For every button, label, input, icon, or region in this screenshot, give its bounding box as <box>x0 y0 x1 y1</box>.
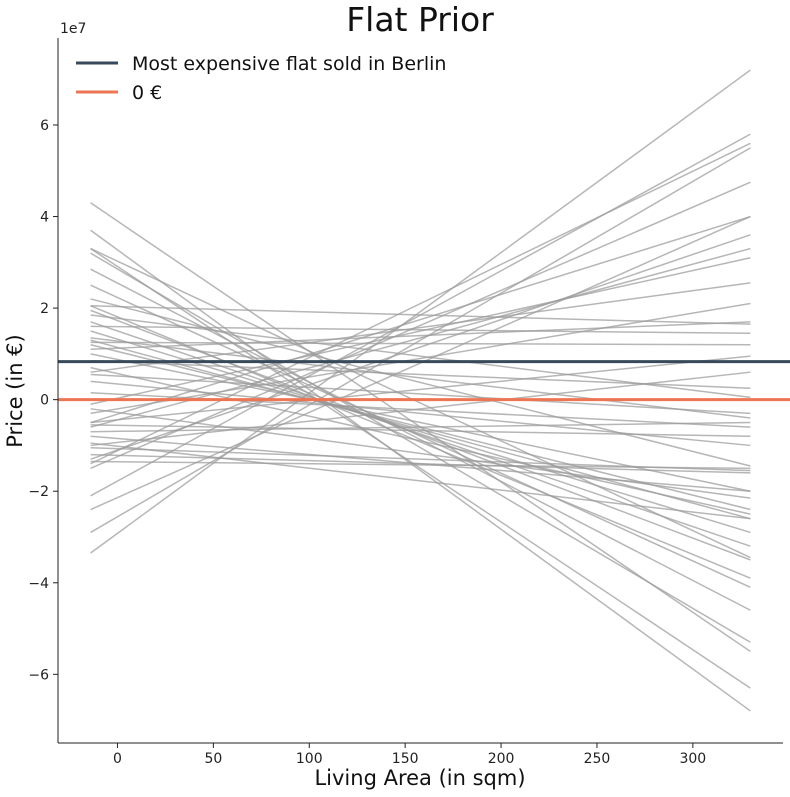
x-axis-ticks: 0 50 100 150 200 250 300 <box>113 743 706 767</box>
x-tick-label: 0 <box>113 751 122 767</box>
prior-sample-line <box>90 247 751 559</box>
prior-sample-line <box>90 305 751 325</box>
x-tick-label: 100 <box>296 751 323 767</box>
prior-sample-line <box>90 257 751 405</box>
x-tick-label: 150 <box>392 751 419 767</box>
x-tick-label: 300 <box>679 751 706 767</box>
prior-sample-line <box>90 298 751 467</box>
legend-label-zero: 0 € <box>132 82 162 104</box>
prior-sample-line <box>90 371 751 447</box>
y-axis-ticks: −6 −4 −2 0 2 4 6 <box>28 118 58 683</box>
prior-sample-line <box>90 142 751 465</box>
prior-sample-line <box>90 337 751 419</box>
reference-lines <box>58 360 790 402</box>
y-tick-label: 2 <box>40 301 49 317</box>
prior-sample-line <box>90 247 751 428</box>
prior-sample-line <box>90 252 751 643</box>
y-offset-label: 1e7 <box>60 21 86 37</box>
x-tick-label: 200 <box>488 751 515 767</box>
prior-sample-line <box>90 147 751 534</box>
x-axis-label: Living Area (in sqm) <box>314 766 525 790</box>
prior-sample-line <box>90 284 751 589</box>
prior-sample-line <box>90 282 751 373</box>
prior-sample-line <box>90 435 751 492</box>
prior-sample-line <box>90 181 751 470</box>
prior-sample-line <box>90 309 751 561</box>
prior-sample-line <box>90 69 751 554</box>
prior-sample-lines <box>90 69 751 712</box>
y-axis-label: Price (in €) <box>3 334 27 447</box>
prior-sample-line <box>90 234 751 460</box>
legend: Most expensive flat sold in Berlin 0 € <box>76 53 446 104</box>
prior-sample-line <box>90 215 751 424</box>
legend-label-berlin: Most expensive flat sold in Berlin <box>132 53 446 75</box>
prior-sample-line <box>90 321 751 351</box>
prior-sample-line <box>90 330 751 534</box>
y-tick-label: 0 <box>40 393 49 409</box>
prior-sample-line <box>90 373 751 415</box>
x-tick-label: 50 <box>204 751 222 767</box>
prior-sample-line <box>90 353 751 492</box>
prior-sample-line <box>90 302 751 415</box>
chart-title: Flat Prior <box>346 0 494 39</box>
y-tick-label: −4 <box>28 576 49 592</box>
prior-sample-line <box>90 321 751 547</box>
prior-sample-line <box>90 408 751 499</box>
y-tick-label: −6 <box>28 667 49 683</box>
prior-sample-line <box>90 366 751 515</box>
prior-sample-line <box>90 460 751 470</box>
y-tick-label: 6 <box>40 118 49 134</box>
y-tick-label: −2 <box>28 484 49 500</box>
prior-sample-line <box>90 341 751 346</box>
x-tick-label: 250 <box>584 751 611 767</box>
prior-sample-line <box>90 355 751 424</box>
prior-sample-line <box>90 421 751 433</box>
prior-sample-line <box>90 229 751 712</box>
prior-sample-line <box>90 247 751 689</box>
y-tick-label: 4 <box>40 210 49 226</box>
prior-sample-line <box>90 314 751 399</box>
